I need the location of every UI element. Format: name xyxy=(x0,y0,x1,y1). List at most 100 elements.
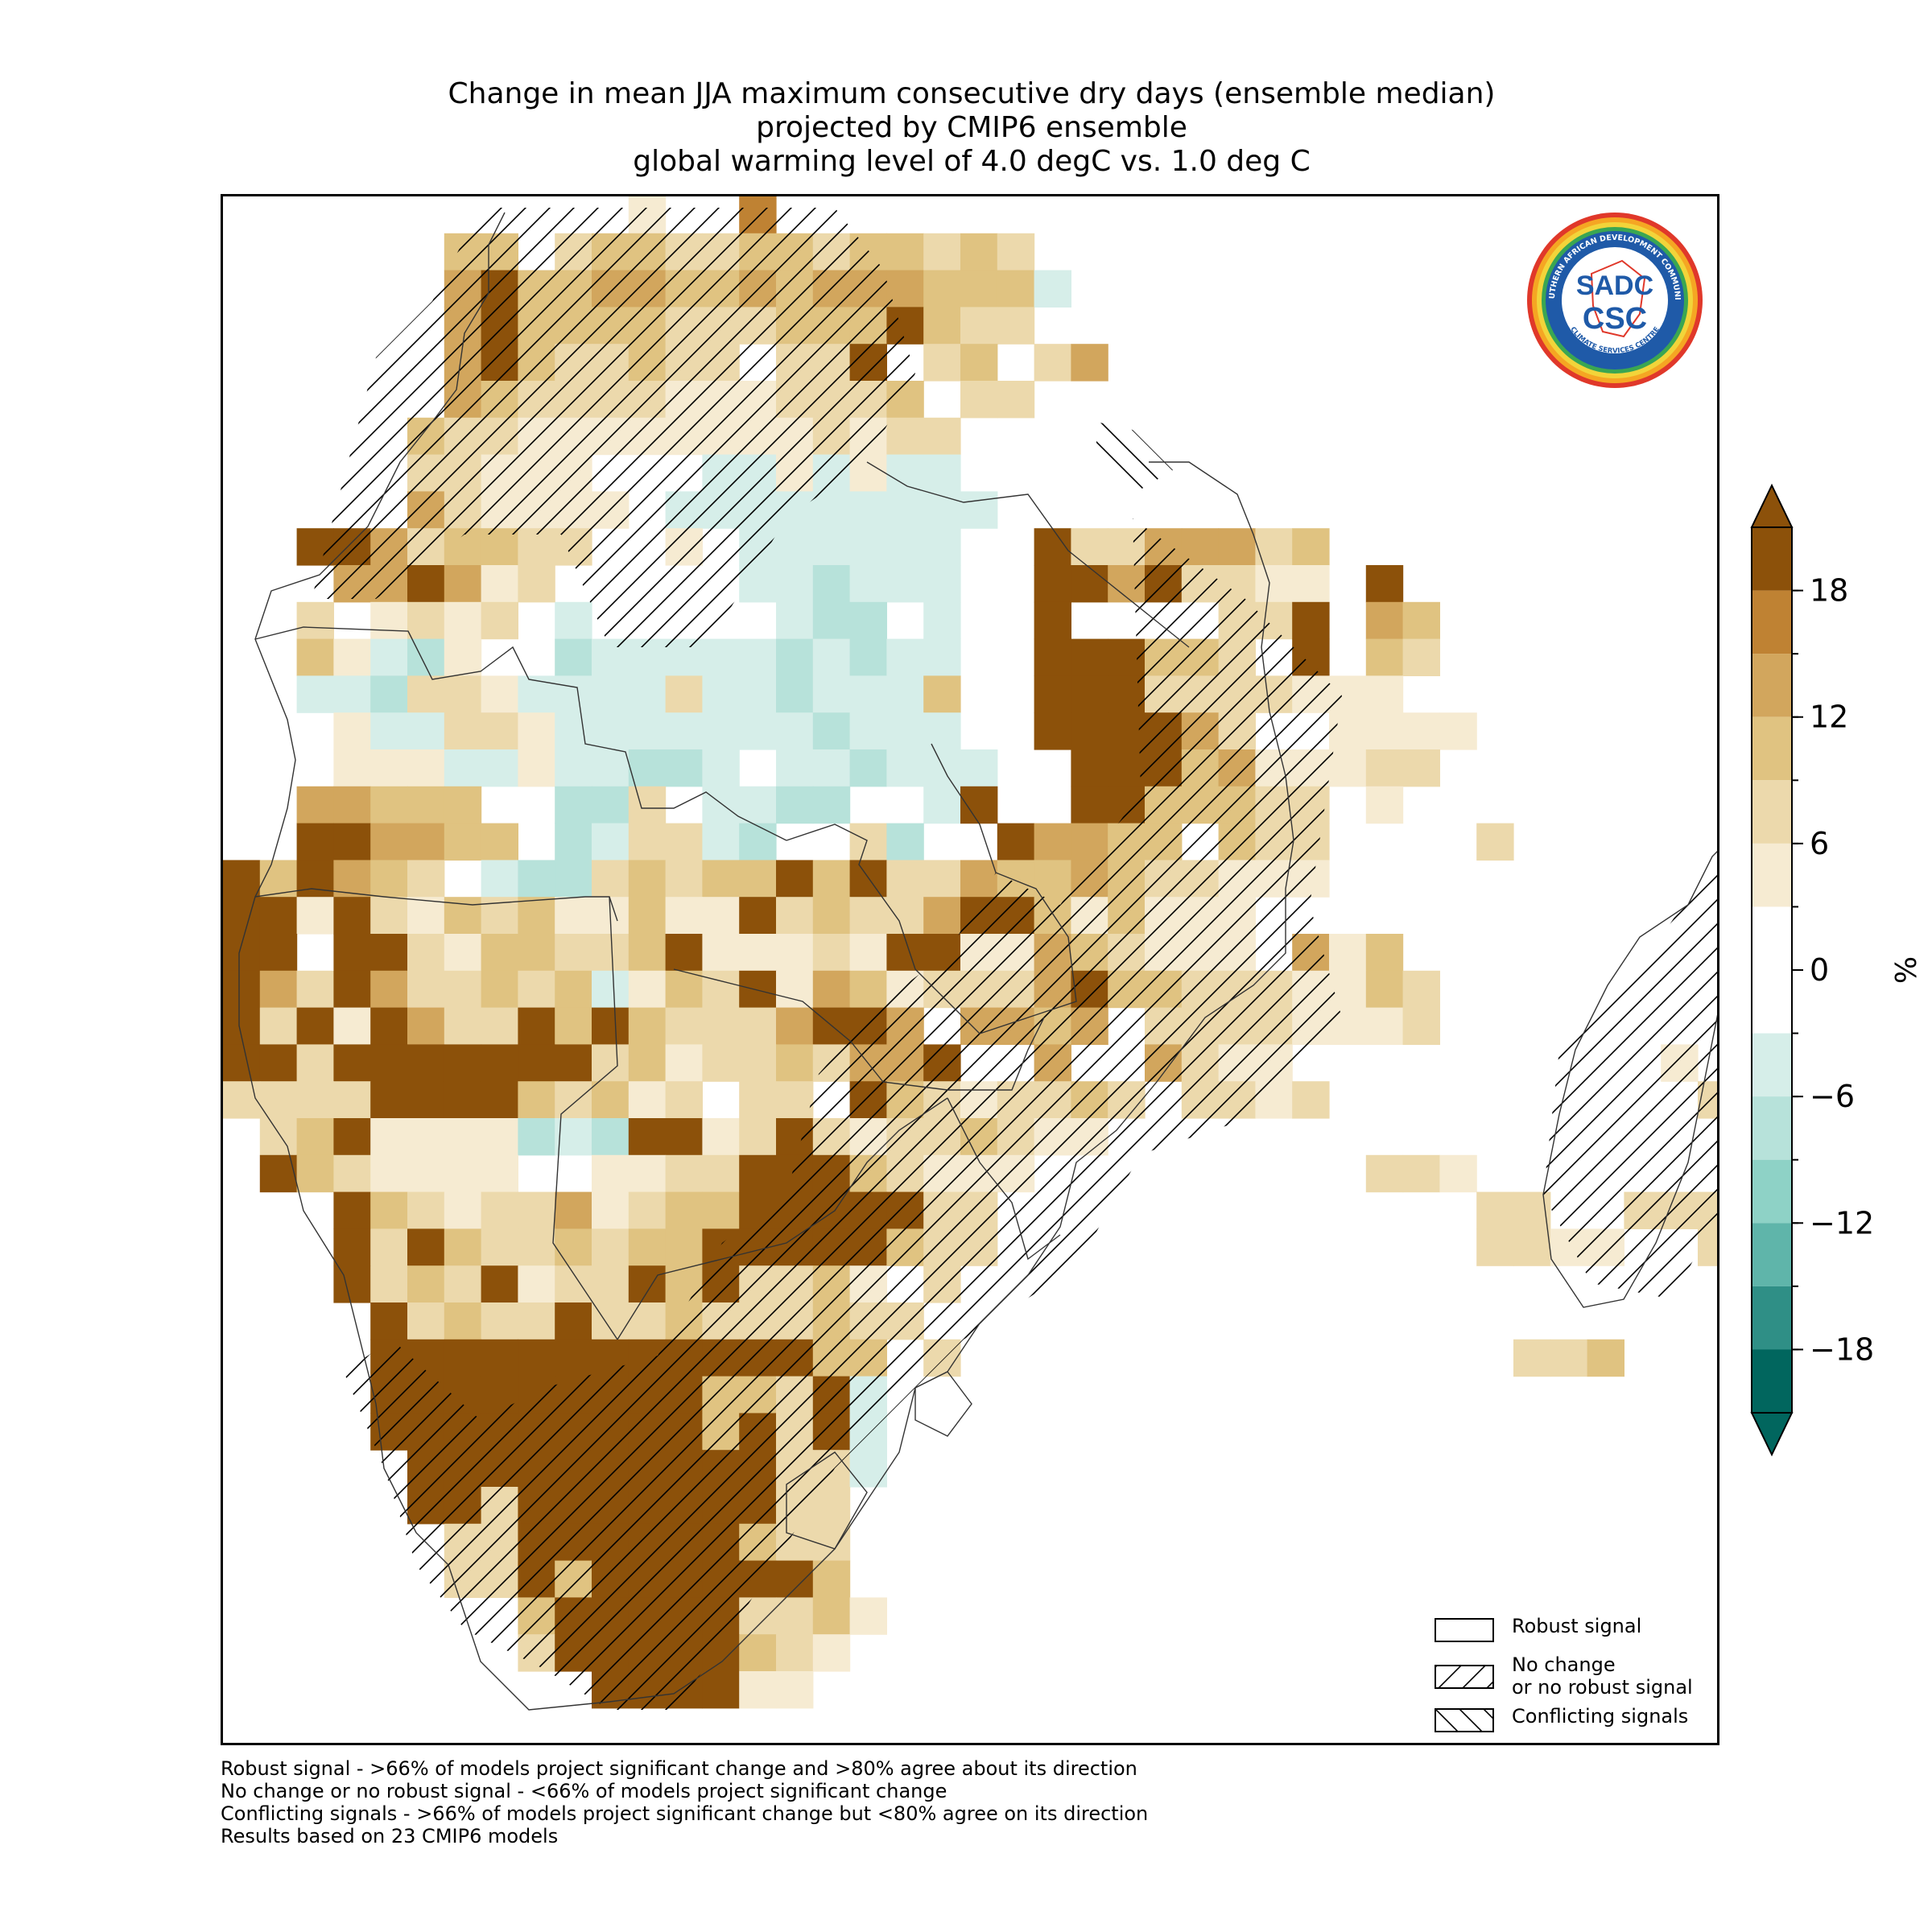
grid-cell xyxy=(481,1081,518,1119)
grid-cell xyxy=(444,786,482,824)
grid-cell xyxy=(333,897,371,935)
grid-cell xyxy=(370,970,408,1009)
grid-cell xyxy=(592,1154,630,1193)
legend-swatch-no-change xyxy=(1435,1665,1494,1689)
hatch-region-madagascar xyxy=(1543,860,1717,1299)
grid-cell xyxy=(370,1154,408,1193)
grid-cell xyxy=(702,1191,740,1229)
grid-cell xyxy=(628,675,667,713)
grid-cell xyxy=(481,860,518,898)
grid-cell xyxy=(333,934,371,972)
grid-cell xyxy=(702,1671,740,1709)
grid-cell xyxy=(592,1007,630,1045)
grid-cell xyxy=(739,1154,777,1193)
grid-cell xyxy=(886,454,924,492)
grid-cell xyxy=(518,1118,555,1156)
grid-cell xyxy=(518,675,555,713)
grid-cell xyxy=(1071,675,1108,713)
grid-cell xyxy=(407,1302,445,1340)
grid-cell xyxy=(1365,638,1404,676)
grid-cell xyxy=(923,712,961,750)
grid-cell xyxy=(518,897,555,935)
grid-cell xyxy=(518,1302,555,1340)
grid-cell xyxy=(812,749,851,787)
grid-cell xyxy=(407,1191,445,1229)
grid-cell xyxy=(333,860,371,898)
grid-cell xyxy=(518,1191,555,1229)
sadc-csc-logo: SADC CSC SOUTHERN AFRICAN DEVELOPMENT CO… xyxy=(1522,204,1704,390)
grid-cell xyxy=(333,712,371,750)
grid-cell xyxy=(1365,601,1404,640)
grid-cell xyxy=(370,749,408,787)
country-borders xyxy=(238,212,1717,1711)
grid-cell xyxy=(223,860,261,898)
grid-cell xyxy=(960,749,998,787)
legend-label-no-change: No change or no robust signal xyxy=(1512,1653,1693,1699)
grid-cell xyxy=(812,786,851,824)
grid-cell xyxy=(592,1191,630,1229)
legend-item-no-change: No change or no robust signal xyxy=(1435,1653,1708,1699)
grid-cell xyxy=(923,417,961,456)
grid-cell xyxy=(555,1081,592,1119)
grid-cell xyxy=(665,1007,703,1045)
grid-cell xyxy=(923,344,961,382)
grid-cell xyxy=(812,1634,851,1672)
grid-cell xyxy=(665,1191,703,1229)
grid-cell xyxy=(481,934,518,972)
grid-cell xyxy=(1108,749,1146,787)
logo-mark-csc: CSC xyxy=(1583,302,1647,336)
grid-cell xyxy=(923,491,961,529)
grid-cell xyxy=(776,786,814,824)
grid-cell xyxy=(739,860,777,898)
grid-cell xyxy=(407,638,445,676)
grid-cell xyxy=(776,601,814,640)
grid-cell xyxy=(370,675,408,713)
colorbar-bands xyxy=(1750,483,1794,1457)
grid-cell xyxy=(407,897,445,935)
grid-cell xyxy=(555,786,592,824)
grid-cell xyxy=(370,638,408,676)
grid-cell xyxy=(259,934,298,972)
border-eswatini xyxy=(914,1371,972,1437)
grid-cell xyxy=(1402,601,1440,640)
grid-cell xyxy=(518,749,555,787)
grid-cell xyxy=(665,1044,703,1082)
grid-cell xyxy=(960,307,998,345)
grid-cell xyxy=(665,934,703,972)
colorbar-band xyxy=(1752,527,1792,591)
grid-cell xyxy=(628,1228,667,1266)
grid-cell xyxy=(481,1339,518,1377)
grid-cell xyxy=(333,1265,371,1303)
grid-cell xyxy=(849,712,887,750)
grid-cell xyxy=(776,1081,814,1119)
grid-cell xyxy=(592,970,630,1009)
grid-cell xyxy=(997,270,1035,308)
grid-cell xyxy=(812,675,851,713)
grid-cell xyxy=(1365,970,1404,1009)
grid-cell xyxy=(739,970,777,1009)
grid-cell xyxy=(665,1154,703,1193)
grid-cell xyxy=(1402,638,1440,676)
colorbar-band xyxy=(1752,843,1792,907)
grid-cell xyxy=(1365,565,1404,603)
grid-cell xyxy=(223,970,261,1009)
legend-swatch-robust xyxy=(1435,1618,1494,1642)
title-line-2: projected by CMIP6 ensemble xyxy=(756,111,1187,144)
grid-cell xyxy=(444,934,482,972)
grid-cell xyxy=(407,749,445,787)
grid-cell xyxy=(1402,970,1440,1009)
grid-cell xyxy=(592,1302,630,1340)
grid-cell xyxy=(702,897,740,935)
hatch-legend: Robust signal No change or no robust sig… xyxy=(1435,1615,1708,1744)
grid-cell xyxy=(1329,749,1367,787)
grid-cell xyxy=(481,970,518,1009)
grid-cell xyxy=(1292,528,1330,566)
legend-label-no-change-line2: or no robust signal xyxy=(1512,1676,1693,1699)
grid-cell xyxy=(370,897,408,935)
grid-cell xyxy=(444,638,482,676)
grid-cell xyxy=(444,712,482,750)
grid-cell xyxy=(333,1081,371,1119)
grid-cell xyxy=(370,1228,408,1266)
grid-cell xyxy=(481,1044,518,1082)
grid-cell xyxy=(776,934,814,972)
